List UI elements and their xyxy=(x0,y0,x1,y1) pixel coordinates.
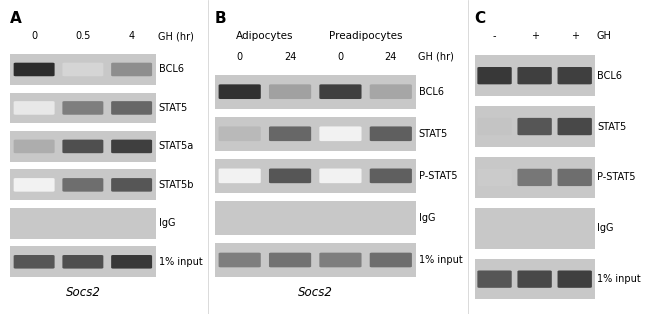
Bar xyxy=(214,117,416,151)
FancyBboxPatch shape xyxy=(218,169,261,183)
Text: STAT5: STAT5 xyxy=(419,129,448,139)
FancyBboxPatch shape xyxy=(319,84,361,99)
Text: IgG: IgG xyxy=(159,218,175,228)
Text: GH (hr): GH (hr) xyxy=(418,52,454,62)
Text: -: - xyxy=(493,31,497,41)
Text: 0.5: 0.5 xyxy=(75,31,90,41)
Text: Socs2: Socs2 xyxy=(66,286,100,299)
FancyBboxPatch shape xyxy=(517,270,552,288)
FancyBboxPatch shape xyxy=(14,101,55,115)
FancyBboxPatch shape xyxy=(62,255,103,268)
FancyBboxPatch shape xyxy=(111,63,152,76)
Text: A: A xyxy=(10,11,21,26)
Text: IgG: IgG xyxy=(419,213,435,223)
FancyBboxPatch shape xyxy=(111,140,152,153)
Text: 0: 0 xyxy=(31,31,37,41)
FancyBboxPatch shape xyxy=(517,118,552,135)
Text: +: + xyxy=(571,31,578,41)
FancyBboxPatch shape xyxy=(517,67,552,84)
Bar xyxy=(214,243,416,277)
FancyBboxPatch shape xyxy=(370,127,412,141)
FancyBboxPatch shape xyxy=(62,178,103,192)
FancyBboxPatch shape xyxy=(319,169,361,183)
Bar xyxy=(474,55,595,96)
Text: Adipocytes: Adipocytes xyxy=(236,31,294,41)
FancyBboxPatch shape xyxy=(477,169,512,186)
FancyBboxPatch shape xyxy=(111,255,152,268)
Text: Socs2: Socs2 xyxy=(298,286,333,299)
Bar xyxy=(10,54,156,85)
FancyBboxPatch shape xyxy=(111,101,152,115)
FancyBboxPatch shape xyxy=(370,253,412,267)
Bar xyxy=(474,259,595,300)
Text: 1% input: 1% input xyxy=(159,257,202,267)
FancyBboxPatch shape xyxy=(14,255,55,268)
FancyBboxPatch shape xyxy=(62,101,103,115)
Text: Preadipocytes: Preadipocytes xyxy=(329,31,402,41)
Text: 0: 0 xyxy=(237,52,242,62)
Text: STAT5: STAT5 xyxy=(159,103,188,113)
FancyBboxPatch shape xyxy=(269,127,311,141)
Bar xyxy=(10,131,156,162)
Bar xyxy=(214,201,416,235)
FancyBboxPatch shape xyxy=(558,67,592,84)
Text: C: C xyxy=(474,11,486,26)
FancyBboxPatch shape xyxy=(558,118,592,135)
FancyBboxPatch shape xyxy=(218,84,261,99)
FancyBboxPatch shape xyxy=(370,169,412,183)
FancyBboxPatch shape xyxy=(477,67,512,84)
Bar xyxy=(474,208,595,249)
Text: 24: 24 xyxy=(284,52,296,62)
Text: GH (hr): GH (hr) xyxy=(158,31,194,41)
Bar xyxy=(10,170,156,200)
Bar xyxy=(10,93,156,123)
Text: 0: 0 xyxy=(337,52,343,62)
Text: 1% input: 1% input xyxy=(419,255,462,265)
FancyBboxPatch shape xyxy=(14,63,55,76)
FancyBboxPatch shape xyxy=(370,84,412,99)
FancyBboxPatch shape xyxy=(558,270,592,288)
Text: P-STAT5: P-STAT5 xyxy=(597,172,636,182)
FancyBboxPatch shape xyxy=(62,140,103,153)
Text: IgG: IgG xyxy=(597,223,614,233)
Text: STAT5a: STAT5a xyxy=(159,141,194,151)
FancyBboxPatch shape xyxy=(218,127,261,141)
Text: P-STAT5: P-STAT5 xyxy=(419,171,457,181)
Text: GH: GH xyxy=(597,31,612,41)
FancyBboxPatch shape xyxy=(517,169,552,186)
Bar xyxy=(214,75,416,109)
FancyBboxPatch shape xyxy=(14,178,55,192)
Text: 1% input: 1% input xyxy=(597,274,641,284)
FancyBboxPatch shape xyxy=(14,140,55,153)
FancyBboxPatch shape xyxy=(218,253,261,267)
FancyBboxPatch shape xyxy=(111,178,152,192)
Bar xyxy=(474,106,595,147)
FancyBboxPatch shape xyxy=(477,118,512,135)
Text: BCL6: BCL6 xyxy=(597,71,622,81)
FancyBboxPatch shape xyxy=(269,169,311,183)
Text: STAT5b: STAT5b xyxy=(159,180,194,190)
FancyBboxPatch shape xyxy=(319,127,361,141)
Text: B: B xyxy=(214,11,226,26)
Bar xyxy=(10,246,156,277)
FancyBboxPatch shape xyxy=(269,84,311,99)
FancyBboxPatch shape xyxy=(62,63,103,76)
Text: 24: 24 xyxy=(385,52,397,62)
Text: BCL6: BCL6 xyxy=(159,64,183,74)
FancyBboxPatch shape xyxy=(269,253,311,267)
Text: STAT5: STAT5 xyxy=(597,122,627,132)
Text: 4: 4 xyxy=(129,31,135,41)
Text: +: + xyxy=(530,31,539,41)
Bar xyxy=(474,157,595,198)
Bar xyxy=(10,208,156,239)
Bar xyxy=(214,159,416,193)
Text: BCL6: BCL6 xyxy=(419,87,443,97)
FancyBboxPatch shape xyxy=(319,253,361,267)
FancyBboxPatch shape xyxy=(477,270,512,288)
FancyBboxPatch shape xyxy=(558,169,592,186)
